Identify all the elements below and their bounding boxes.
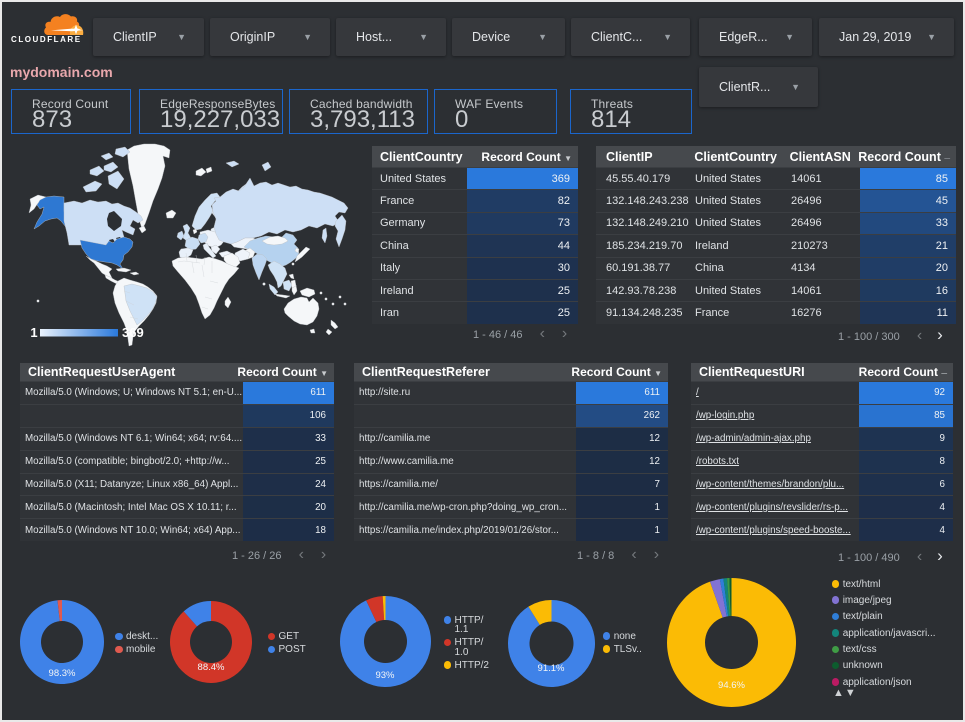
- svg-text:CLOUDFLARE: CLOUDFLARE: [11, 35, 82, 44]
- svg-text:369: 369: [122, 325, 144, 340]
- svg-text:1: 1: [30, 325, 37, 340]
